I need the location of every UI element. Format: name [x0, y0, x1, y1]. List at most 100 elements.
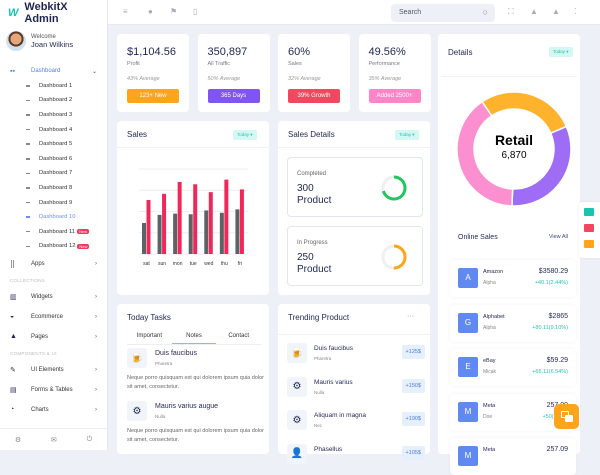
- stat-button[interactable]: 123+ New: [127, 89, 179, 103]
- online-sale-item[interactable]: A Amazon Alpha $3580.29 +40.1(2.44%): [450, 260, 576, 297]
- sidebar-subitem[interactable]: Dashboard 6: [0, 151, 107, 166]
- sidebar-subitem[interactable]: Dashboard 7: [0, 166, 107, 181]
- trending-item[interactable]: 👤 Phasellus +105$: [287, 443, 425, 466]
- sales-details-filter-dropdown[interactable]: Today ▾: [395, 130, 419, 140]
- stat-card: 350,897 All Traffic 50% Average 365 Days: [197, 34, 270, 112]
- more-icon[interactable]: ···: [407, 313, 414, 320]
- power-icon[interactable]: ⏻: [86, 435, 93, 443]
- logo[interactable]: W WebkitX Admin: [0, 0, 107, 26]
- company-name: eBay: [483, 358, 496, 364]
- gallery-icon[interactable]: [584, 224, 594, 232]
- sales-title: Sales: [127, 130, 148, 139]
- sidebar-subitem[interactable]: Dashboard 11 New: [0, 224, 107, 239]
- product-price[interactable]: +125$: [401, 345, 425, 359]
- bar: [157, 214, 162, 254]
- sidebar-item-pages[interactable]: ▲ Pages ›: [0, 327, 107, 347]
- chat-fab-button[interactable]: [554, 404, 579, 429]
- cash-icon[interactable]: [584, 208, 594, 216]
- globe-icon[interactable]: ●: [148, 7, 153, 16]
- online-sale-item[interactable]: G Alphabet Alpha $2865 +80.11(9.10%): [450, 304, 576, 342]
- company-sub: Alpha: [483, 280, 496, 286]
- user-profile[interactable]: Welcome Joan Wilkins: [0, 26, 107, 56]
- menu-icon[interactable]: ≡: [123, 7, 128, 16]
- chevron-right-icon: ›: [95, 366, 97, 373]
- bar: [188, 214, 193, 254]
- sidebar-subitem[interactable]: Dashboard 5: [0, 137, 107, 152]
- subitem-label: Dashboard 7: [39, 170, 73, 177]
- task-item[interactable]: 🍺 Duis faucibus Pharetra Neque porro quisqu…: [127, 348, 267, 392]
- bell-icon[interactable]: ▲: [530, 7, 538, 16]
- mail-icon[interactable]: ✉: [50, 436, 57, 444]
- sidebar-subitem[interactable]: Dashboard 3: [0, 108, 107, 123]
- stat-value: 350,897: [207, 46, 248, 58]
- sidebar-item-forms[interactable]: ▤ Forms & Tables ›: [0, 380, 107, 400]
- detail-label: In Progress: [297, 240, 328, 246]
- company-sub: Doe: [483, 413, 493, 420]
- product-price[interactable]: +150$: [401, 378, 425, 393]
- bullet-icon: [26, 85, 30, 87]
- donut-segment: [456, 100, 514, 207]
- copy-icon[interactable]: [584, 240, 594, 248]
- sidebar-subitem[interactable]: Dashboard 8: [0, 181, 107, 196]
- sale-price: $59.29: [546, 357, 568, 364]
- sidebar-item-label: Apps: [31, 260, 45, 267]
- tab-notes[interactable]: Notes: [171, 330, 217, 344]
- x-tick-label: tue: [190, 261, 197, 267]
- fullscreen-icon[interactable]: ⛶: [508, 7, 514, 16]
- bar: [177, 181, 182, 254]
- trending-item[interactable]: ⚙ Mauris varius Nulla +150$: [287, 376, 425, 399]
- stat-average: 32% Average: [288, 76, 321, 82]
- view-all-link[interactable]: View All: [548, 234, 568, 240]
- sidebar-item-charts[interactable]: ◔ Charts ›: [0, 400, 107, 420]
- donut-center-label: Retail: [494, 132, 534, 148]
- sidebar-item-apps[interactable]: ⣿ Apps ›: [0, 254, 107, 274]
- sidebar-item-label: Pages: [31, 333, 49, 340]
- online-sale-item[interactable]: M Meta 257.09: [450, 438, 576, 475]
- product-price[interactable]: +105$: [401, 445, 425, 460]
- settings-icon[interactable]: ⚙: [14, 436, 22, 444]
- product-title: Phasellus: [314, 445, 343, 453]
- apps-grid-icon[interactable]: ⁚: [574, 7, 577, 16]
- new-badge: New: [77, 243, 90, 249]
- sales-detail-box: Completed 300 Product: [287, 157, 423, 217]
- product-icon: ⚙: [287, 376, 307, 397]
- sidebar-subitem[interactable]: Dashboard 10: [0, 210, 107, 225]
- sidebar-subitem[interactable]: Dashboard 4: [0, 122, 107, 137]
- user-icon[interactable]: ▲: [552, 7, 560, 16]
- tab-important[interactable]: Important: [136, 333, 163, 339]
- flag-icon[interactable]: ⚑: [170, 7, 178, 16]
- stat-card: 49.56% Performance 35% Average Added 2500+: [358, 34, 431, 112]
- tab-contact[interactable]: Contact: [228, 333, 250, 339]
- stat-average: 43% Average: [127, 76, 160, 82]
- clipboard-icon[interactable]: ▯: [193, 7, 198, 16]
- sales-detail-box: In Progress 250 Product: [287, 226, 423, 286]
- bullet-icon: [26, 143, 30, 145]
- sidebar-subitem[interactable]: Dashboard 2: [0, 93, 107, 108]
- product-price[interactable]: +190$: [401, 412, 425, 426]
- trending-item[interactable]: 🍺 Duis faucibus Pharetra +125$: [287, 343, 425, 365]
- search-input[interactable]: Search ○: [391, 4, 495, 22]
- details-filter-dropdown[interactable]: Today ▾: [549, 47, 573, 57]
- donut-center-value: 6,870: [501, 150, 527, 161]
- search-icon[interactable]: ○: [482, 7, 488, 17]
- bullet-icon: [26, 114, 30, 116]
- product-icon: 🍺: [287, 343, 307, 363]
- sidebar-item-ecommerce[interactable]: ◒ Ecommerce ›: [0, 307, 107, 327]
- task-item[interactable]: ⚙ Mauris varius augue Nulla Neque porro qui…: [127, 401, 267, 445]
- product-sub: Nulla: [314, 389, 325, 395]
- sidebar-item-dashboard[interactable]: ▪▪ Dashboard ⌄: [0, 64, 107, 79]
- product-title: Mauris varius: [314, 378, 353, 386]
- trending-title: Trending Product: [288, 313, 350, 322]
- sidebar-item-widgets[interactable]: ▥ Widgets ›: [0, 287, 107, 307]
- sidebar-item-ui-elements[interactable]: ✎ UI Elements ›: [0, 360, 107, 380]
- stat-button[interactable]: 39% Growth: [288, 89, 340, 103]
- stat-button[interactable]: Added 2500+: [368, 89, 421, 103]
- sidebar-subitem[interactable]: Dashboard 1: [0, 79, 107, 94]
- detail-value: 300: [297, 183, 314, 194]
- trending-item[interactable]: ⚙ Aliquam in magna Nec +190$: [287, 410, 425, 432]
- stat-button[interactable]: 365 Days: [207, 89, 260, 103]
- sales-filter-dropdown[interactable]: Today ▾: [233, 130, 257, 140]
- sidebar-subitem[interactable]: Dashboard 9: [0, 195, 107, 210]
- sidebar-subitem[interactable]: Dashboard 12 New: [0, 239, 107, 254]
